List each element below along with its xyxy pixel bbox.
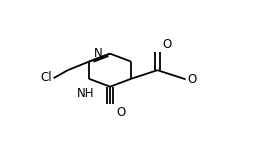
Text: N: N (94, 47, 103, 60)
Text: O: O (162, 38, 172, 51)
Text: NH: NH (77, 87, 95, 100)
Text: O: O (188, 73, 197, 86)
Text: O: O (116, 106, 125, 119)
Text: Cl: Cl (40, 71, 52, 84)
